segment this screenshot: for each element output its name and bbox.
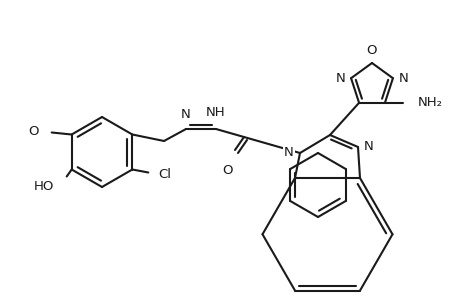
Text: NH₂: NH₂ — [417, 96, 442, 109]
Text: NH: NH — [206, 106, 225, 119]
Text: Cl: Cl — [158, 168, 171, 181]
Text: O: O — [366, 44, 376, 57]
Text: N: N — [398, 72, 408, 85]
Text: HO: HO — [33, 180, 54, 193]
Text: O: O — [222, 164, 233, 177]
Text: N: N — [363, 140, 373, 152]
Text: N: N — [181, 108, 190, 121]
Text: N: N — [284, 146, 293, 158]
Text: O: O — [28, 125, 39, 138]
Text: N: N — [335, 72, 344, 85]
